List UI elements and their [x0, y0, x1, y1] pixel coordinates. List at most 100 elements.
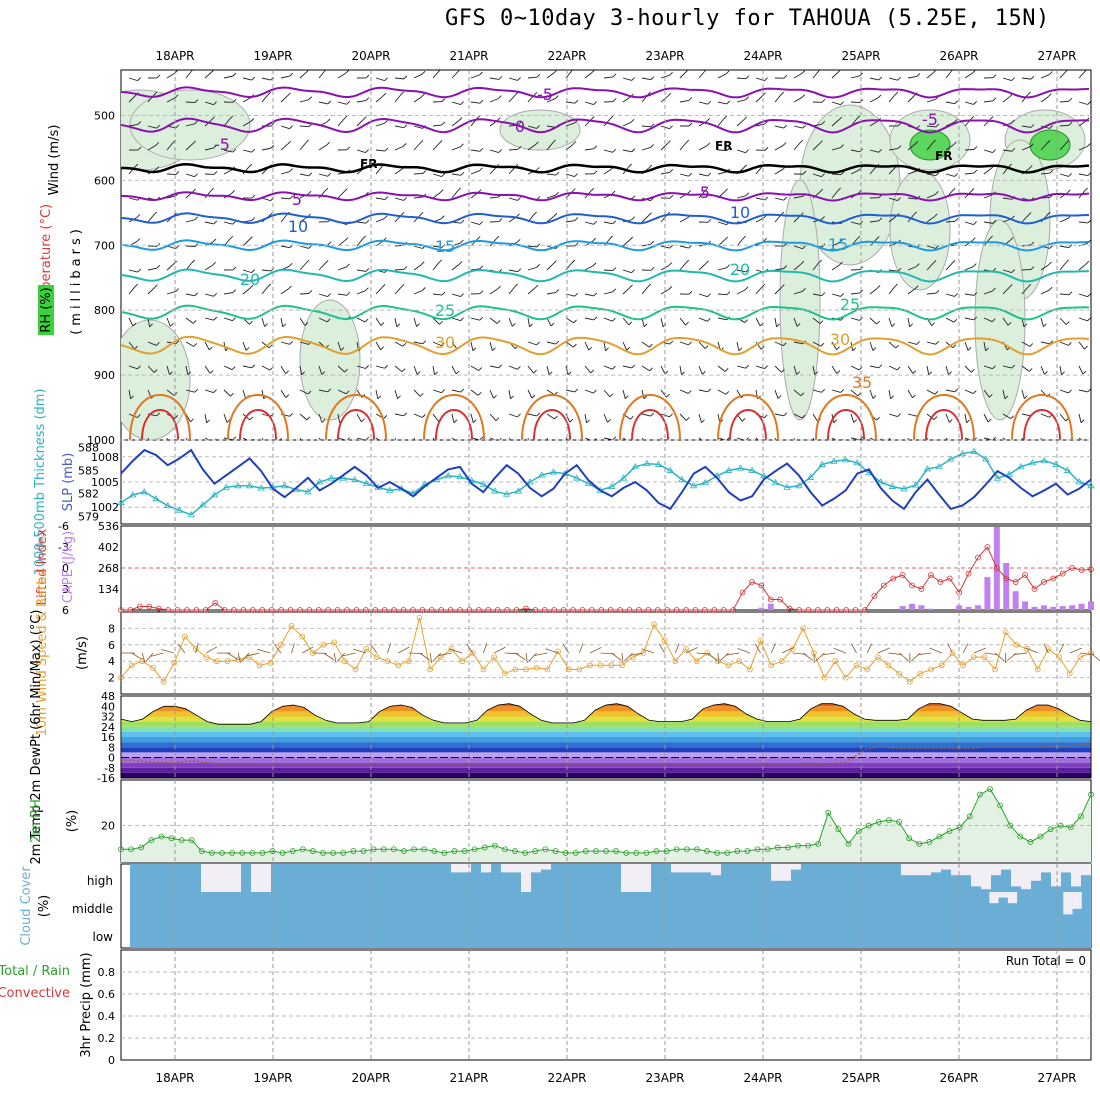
wind-barb: [704, 187, 709, 192]
wind-barb: [876, 320, 880, 325]
rh2m-point: [956, 824, 963, 831]
wind-barb: [801, 414, 806, 419]
wind-barb: [1011, 77, 1015, 81]
wind-barb: [489, 389, 494, 399]
wind10-line: [120, 617, 1092, 683]
wind-barb: [508, 148, 519, 151]
high-cloud-bar: [1071, 864, 1081, 887]
wind-barb: [565, 365, 569, 375]
rh2m-point: [896, 819, 902, 825]
wind-barb: [413, 125, 423, 129]
high-cloud-bar: [931, 864, 941, 873]
wind-barb: [1078, 341, 1085, 350]
wind-barb: [650, 240, 655, 245]
high-cloud-bar: [971, 864, 981, 887]
wind-barb: [242, 77, 252, 81]
wind-barb: [1065, 321, 1070, 325]
thickness-point: [771, 478, 780, 486]
wind10-barb: [611, 652, 622, 661]
thickness-point: [830, 457, 838, 464]
wind-barb: [489, 317, 498, 324]
wind-barb: [593, 389, 597, 394]
thickness-point: [806, 473, 815, 480]
precip-total-label: Total / Rain: [0, 964, 70, 979]
wind-barb: [455, 370, 460, 375]
wind-barb: [1059, 317, 1067, 325]
wind-axis-label: Wind (m/s): [47, 125, 62, 196]
wind-barb: [1040, 96, 1049, 103]
wind-barb: [134, 345, 138, 350]
middle-cloud-bar: [989, 892, 999, 904]
wind-barb: [983, 365, 993, 370]
wind-barb: [783, 265, 788, 269]
wind-barb: [174, 94, 179, 99]
wind10-point: [437, 654, 444, 660]
wind-barb: [669, 194, 674, 199]
wind-barb: [1067, 189, 1071, 194]
wind-barb: [413, 245, 423, 249]
wind-barb: [853, 419, 858, 423]
wind-barb: [622, 341, 628, 351]
wind-barb: [717, 293, 728, 296]
wind10-point: [256, 662, 263, 669]
wind-barb: [669, 71, 673, 76]
wind-barb: [793, 195, 803, 199]
wind-barb: [206, 419, 210, 424]
wind-barb: [403, 124, 408, 128]
wind-barb: [705, 260, 709, 265]
wind-barb: [147, 437, 150, 440]
lifted-index-point: [720, 607, 727, 613]
wind-barb: [356, 238, 363, 247]
wind-barb: [743, 164, 747, 169]
rh2m-point: [380, 846, 387, 853]
wind-barb: [546, 437, 548, 440]
wind-barb: [992, 365, 996, 370]
wind-barb: [365, 365, 369, 369]
wind-barb: [631, 216, 636, 220]
wind-barb: [327, 100, 332, 105]
wind10-barb: [589, 646, 602, 654]
wind10-barb: [227, 652, 239, 660]
wind10-barb: [877, 647, 890, 654]
wind-barb: [859, 221, 864, 225]
lifted-index-point: [231, 607, 237, 613]
wind-barb: [305, 259, 310, 264]
slp-tick-label: 1005: [91, 476, 119, 489]
wind-barb: [774, 437, 777, 440]
rh2m-point: [663, 848, 670, 854]
wind-barb: [726, 100, 731, 105]
wind-barb: [327, 293, 331, 297]
wind-barb: [744, 286, 749, 291]
wind-barb: [299, 173, 309, 177]
isotherm-35: [521, 394, 583, 440]
wind-barb: [970, 115, 975, 120]
wind-barb: [451, 389, 461, 393]
wind-barb: [337, 266, 347, 271]
wind-barb: [783, 412, 788, 417]
wind-barb: [948, 371, 952, 375]
wind-barb: [432, 143, 440, 151]
lifted-index-point: [993, 565, 1000, 571]
wind-barb: [1040, 317, 1044, 327]
wind-barb: [1086, 143, 1091, 147]
wind-barb: [1028, 368, 1033, 372]
wind10-point: [320, 641, 327, 648]
lifted-index-point: [617, 607, 624, 613]
isotherm-label: 35: [852, 373, 872, 392]
high-cloud-bar: [961, 864, 971, 876]
wind-barb: [907, 143, 916, 151]
wind-barb: [888, 317, 893, 327]
cape-bar: [1069, 605, 1076, 610]
wind-barb: [774, 125, 784, 129]
wind-barb: [356, 269, 366, 272]
wind-barb: [1078, 173, 1088, 176]
wind-barb: [869, 149, 879, 153]
wind10-barb: [621, 652, 624, 664]
wind10-barb: [624, 652, 633, 662]
wind-barb: [175, 171, 180, 175]
wind-barb: [553, 70, 558, 73]
wind-barb: [574, 217, 579, 221]
wind-barb: [641, 215, 649, 223]
rh2m-point: [825, 809, 832, 816]
wind-barb: [166, 291, 176, 295]
